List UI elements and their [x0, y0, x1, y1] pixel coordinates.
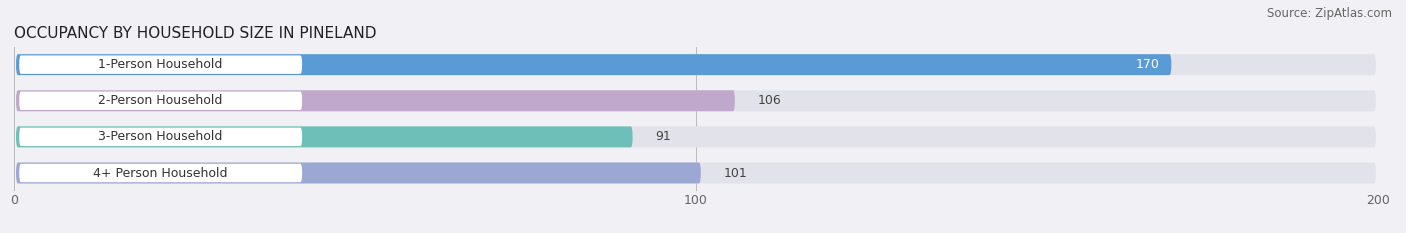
- FancyBboxPatch shape: [15, 127, 633, 147]
- FancyBboxPatch shape: [15, 127, 1376, 147]
- Text: 3-Person Household: 3-Person Household: [98, 130, 224, 143]
- Text: 91: 91: [655, 130, 671, 143]
- Text: 170: 170: [1136, 58, 1160, 71]
- FancyBboxPatch shape: [20, 164, 302, 182]
- Text: Source: ZipAtlas.com: Source: ZipAtlas.com: [1267, 7, 1392, 20]
- Text: OCCUPANCY BY HOUSEHOLD SIZE IN PINELAND: OCCUPANCY BY HOUSEHOLD SIZE IN PINELAND: [14, 26, 377, 41]
- FancyBboxPatch shape: [15, 54, 1376, 75]
- Text: 4+ Person Household: 4+ Person Household: [93, 167, 228, 179]
- FancyBboxPatch shape: [20, 92, 302, 110]
- Text: 101: 101: [723, 167, 747, 179]
- Text: 106: 106: [758, 94, 782, 107]
- Text: 2-Person Household: 2-Person Household: [98, 94, 224, 107]
- FancyBboxPatch shape: [15, 163, 1376, 183]
- FancyBboxPatch shape: [20, 55, 302, 74]
- FancyBboxPatch shape: [15, 163, 700, 183]
- Text: 1-Person Household: 1-Person Household: [98, 58, 224, 71]
- FancyBboxPatch shape: [15, 90, 1376, 111]
- FancyBboxPatch shape: [20, 128, 302, 146]
- FancyBboxPatch shape: [15, 54, 1171, 75]
- FancyBboxPatch shape: [15, 90, 735, 111]
